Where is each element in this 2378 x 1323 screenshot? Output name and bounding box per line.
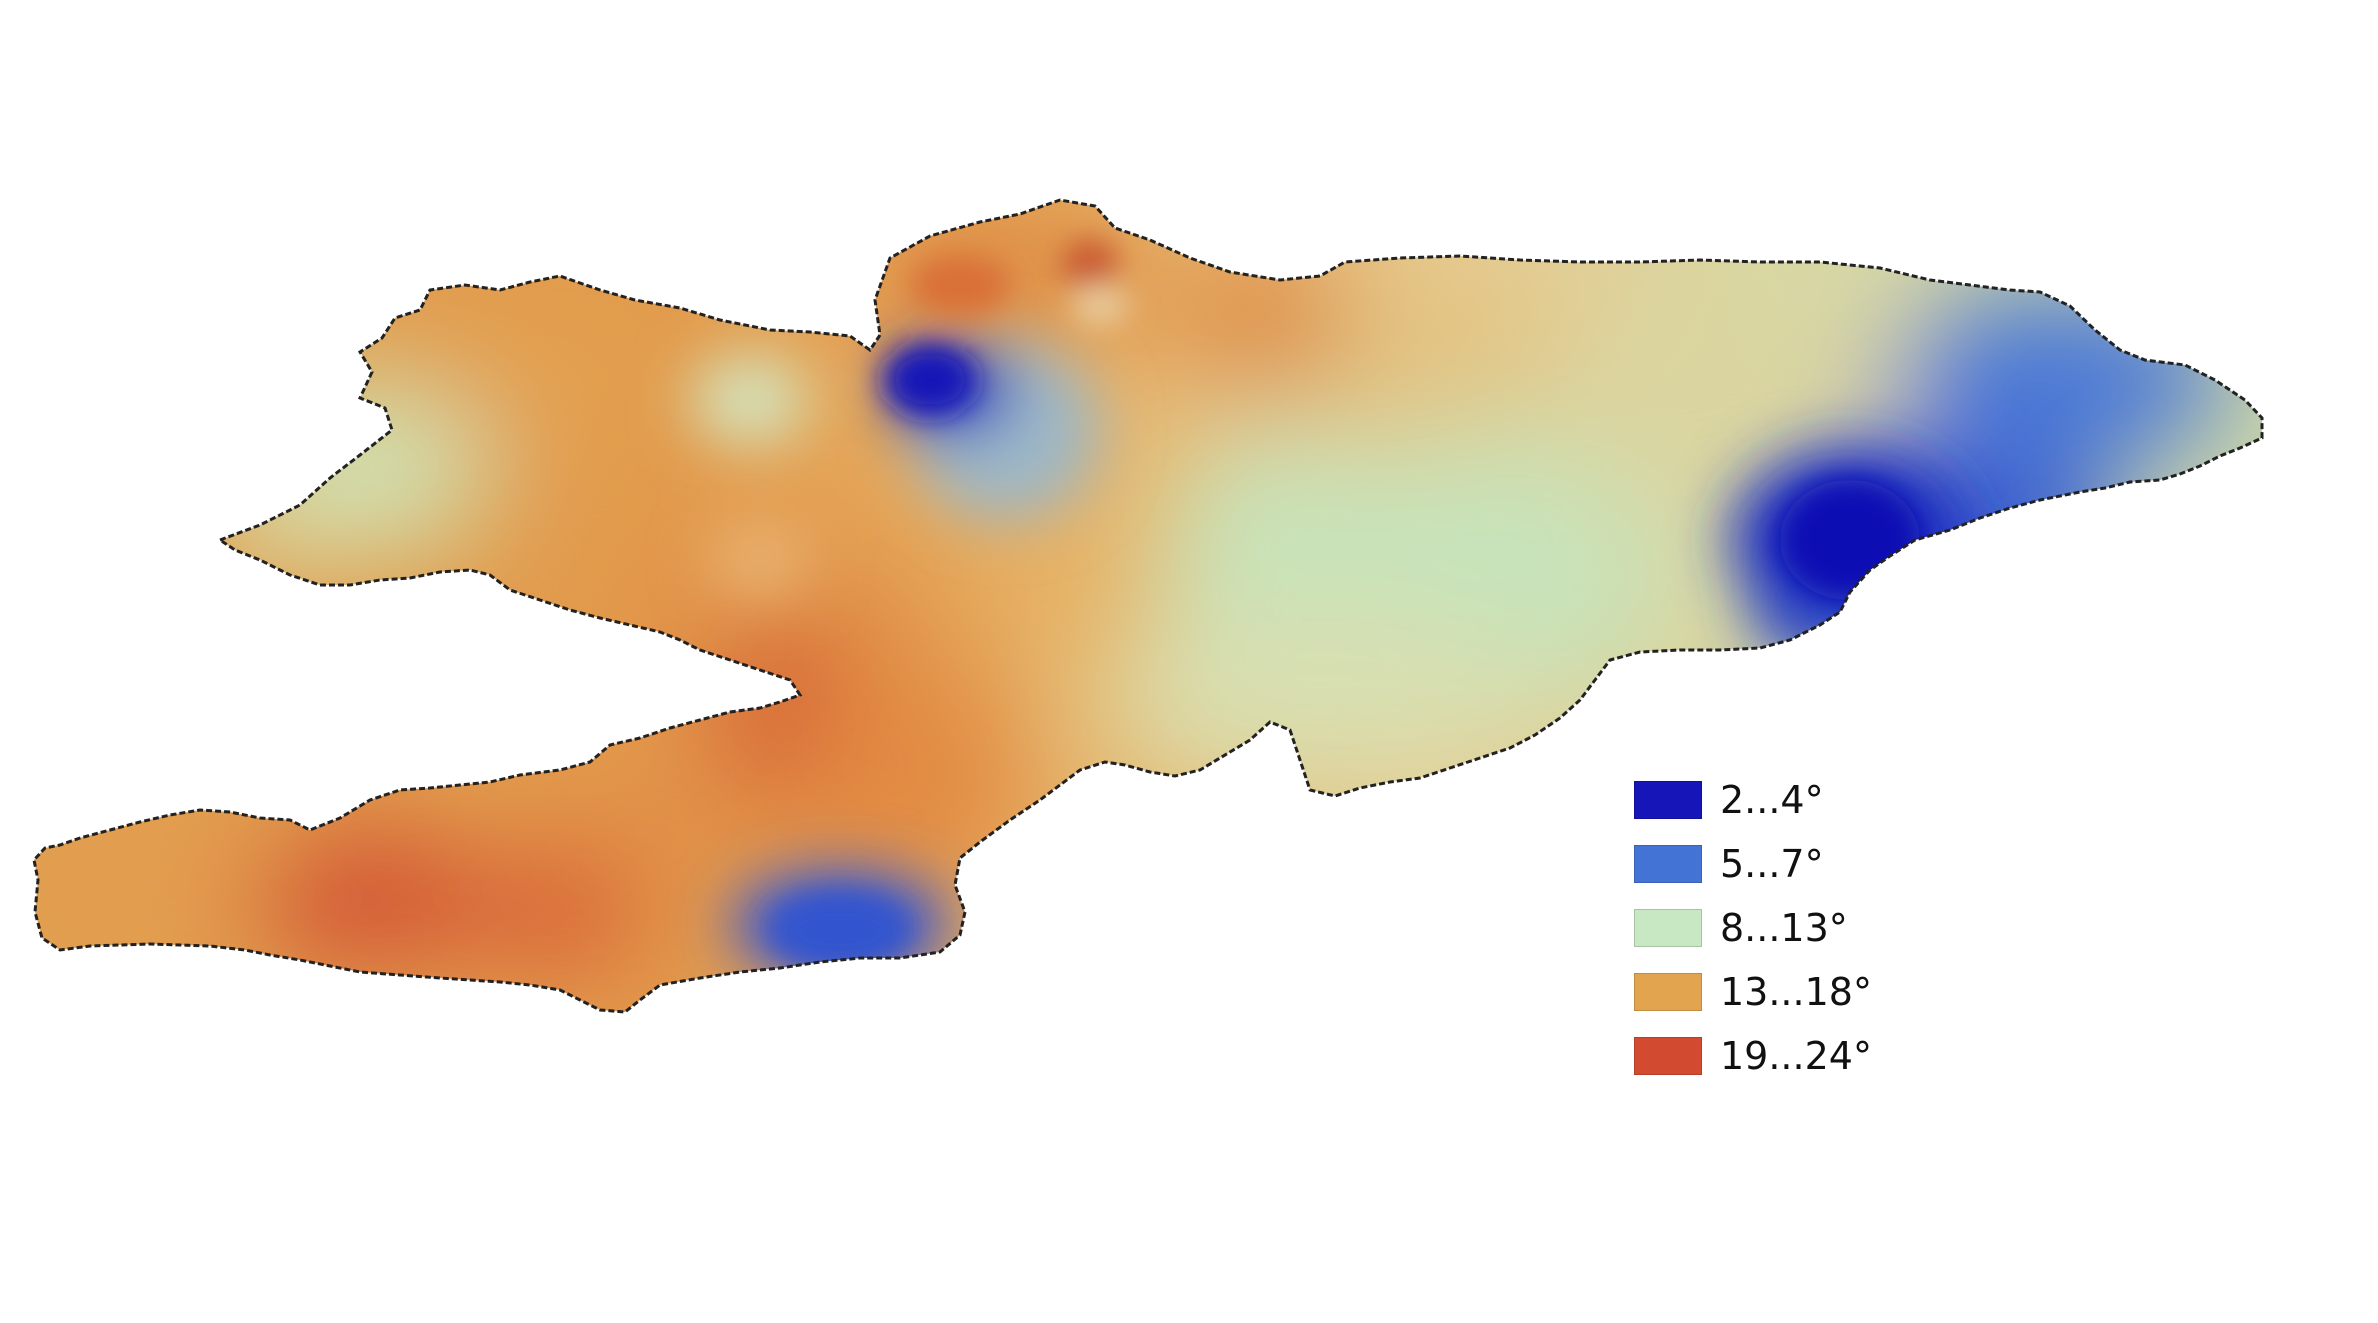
legend-swatch-2-4: [1634, 781, 1702, 819]
legend-label: 19...24°: [1720, 1034, 1872, 1078]
legend-item: 19...24°: [1634, 1024, 1954, 1088]
legend-swatch-5-7: [1634, 845, 1702, 883]
legend-label: 8...13°: [1720, 906, 1848, 950]
legend-swatch-19-24: [1634, 1037, 1702, 1075]
legend-item: 5...7°: [1634, 832, 1954, 896]
legend-item: 8...13°: [1634, 896, 1954, 960]
legend-item: 2...4°: [1634, 768, 1954, 832]
legend-swatch-13-18: [1634, 973, 1702, 1011]
legend-label: 5...7°: [1720, 842, 1824, 886]
legend-swatch-8-13: [1634, 909, 1702, 947]
legend-label: 2...4°: [1720, 778, 1824, 822]
legend-label: 13...18°: [1720, 970, 1872, 1014]
legend-item: 13...18°: [1634, 960, 1954, 1024]
map-legend: 2...4° 5...7° 8...13° 13...18° 19...24°: [1634, 768, 1954, 1088]
